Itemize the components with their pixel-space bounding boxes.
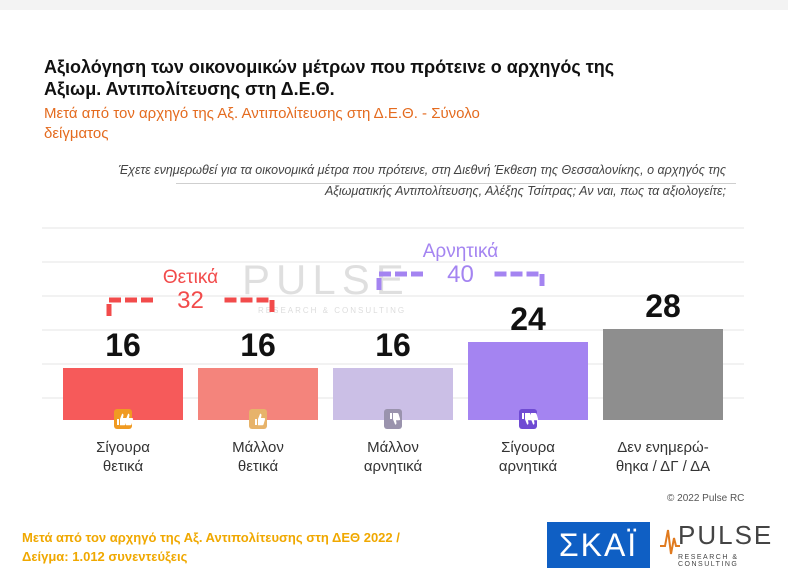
- category-label: θετικά: [103, 458, 144, 475]
- footer-line-2: Δείγμα: 1.012 συνεντεύξεις: [22, 549, 188, 564]
- category-label: θετικά: [238, 458, 279, 475]
- category-label: Δεν ενημερώ-: [617, 439, 708, 456]
- group-bracket: [106, 297, 275, 316]
- bar: [603, 329, 723, 420]
- double-thumbs-up-icon: [114, 409, 134, 429]
- group-bracket: [376, 271, 545, 290]
- value-label: 16: [375, 327, 411, 363]
- category-label: Μάλλον: [232, 439, 284, 456]
- pulse-wave-icon: [660, 529, 680, 555]
- pulse-logo-text: PULSE: [678, 520, 774, 550]
- pulse-logo: PULSE RESEARCH & CONSULTING: [660, 520, 780, 570]
- category-label: Σίγουρα: [96, 439, 150, 456]
- chart-subtitle: Μετά από τον αρχηγό της Αξ. Αντιπολίτευσ…: [44, 105, 480, 142]
- skai-logo: ΣΚΑΪ: [547, 522, 650, 568]
- category-label: αρνητικά: [364, 458, 423, 475]
- survey-question: Έχετε ενημερωθεί για τα οικονομικά μέτρα…: [118, 163, 726, 198]
- footer-note: Μετά από τον αρχηγό της Αξ. Αντιπολίτευσ…: [22, 528, 400, 566]
- group-total: 32: [177, 287, 204, 314]
- chart-title: Αξιολόγηση των οικονομικών μέτρων που πρ…: [44, 57, 615, 99]
- value-label: 16: [240, 327, 276, 363]
- group-label: Θετικά: [163, 267, 218, 288]
- copyright-text: © 2022 Pulse RC: [667, 493, 745, 504]
- bar: [468, 342, 588, 420]
- footer-line-1: Μετά από τον αρχηγό της Αξ. Αντιπολίτευσ…: [22, 530, 400, 545]
- value-label: 16: [105, 327, 141, 363]
- group-total: 40: [447, 261, 474, 288]
- thumb-up-icon: [249, 409, 267, 429]
- group-label: Αρνητικά: [423, 241, 499, 262]
- value-label: 24: [510, 301, 546, 337]
- category-label: αρνητικά: [499, 458, 558, 475]
- question-divider: [176, 183, 736, 184]
- value-label: 28: [645, 288, 681, 324]
- thumb-down-icon: [384, 409, 402, 429]
- pulse-logo-subtitle: RESEARCH & CONSULTING: [678, 554, 739, 568]
- double-thumbs-down-icon: [519, 409, 539, 429]
- category-label: Σίγουρα: [501, 439, 555, 456]
- category-label: Μάλλον: [367, 439, 419, 456]
- category-label: θηκα / ΔΓ / ΔΑ: [616, 458, 710, 475]
- watermark-subtitle: RESEARCH & CONSULTING: [258, 306, 407, 315]
- top-bar: [0, 0, 788, 10]
- bar-chart: 16 Σίγουρα θετικά 16 Μάλλον θετικά 16 Μάλλον αρν…: [42, 227, 744, 475]
